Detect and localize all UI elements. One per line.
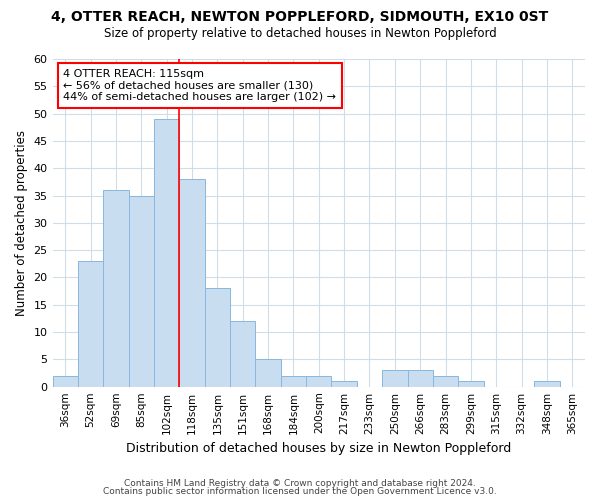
X-axis label: Distribution of detached houses by size in Newton Poppleford: Distribution of detached houses by size … [126,442,511,455]
Bar [103,190,128,386]
Bar [534,381,560,386]
Bar [256,360,281,386]
Bar [78,261,103,386]
Bar [179,179,205,386]
Bar [306,376,331,386]
Bar [331,381,357,386]
Bar [382,370,407,386]
Bar [154,119,179,386]
Text: Size of property relative to detached houses in Newton Poppleford: Size of property relative to detached ho… [104,28,496,40]
Bar [128,196,154,386]
Text: Contains public sector information licensed under the Open Government Licence v3: Contains public sector information licen… [103,488,497,496]
Bar [281,376,306,386]
Text: Contains HM Land Registry data © Crown copyright and database right 2024.: Contains HM Land Registry data © Crown c… [124,478,476,488]
Text: 4 OTTER REACH: 115sqm
← 56% of detached houses are smaller (130)
44% of semi-det: 4 OTTER REACH: 115sqm ← 56% of detached … [63,69,336,102]
Y-axis label: Number of detached properties: Number of detached properties [15,130,28,316]
Bar [53,376,78,386]
Bar [458,381,484,386]
Bar [433,376,458,386]
Text: 4, OTTER REACH, NEWTON POPPLEFORD, SIDMOUTH, EX10 0ST: 4, OTTER REACH, NEWTON POPPLEFORD, SIDMO… [52,10,548,24]
Bar [230,321,256,386]
Bar [407,370,433,386]
Bar [205,288,230,386]
